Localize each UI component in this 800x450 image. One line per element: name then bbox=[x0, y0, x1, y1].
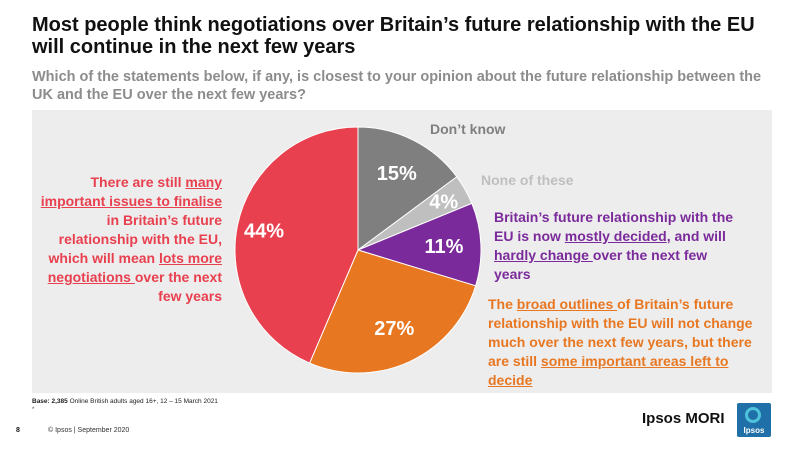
slice-value-label: 4% bbox=[429, 192, 458, 214]
label-dont-know: Don’t know bbox=[430, 121, 506, 137]
page-title: Most people think negotiations over Brit… bbox=[32, 14, 755, 58]
slice-value-label: 27% bbox=[374, 318, 414, 340]
label-none-of-these: None of these bbox=[481, 172, 574, 188]
slice-lots-more-negotiations bbox=[234, 126, 359, 364]
label-lots-more-negotiations: There are still many important issues to… bbox=[40, 174, 222, 304]
label-mostly-decided: Britain’s future relationship with the E… bbox=[494, 209, 734, 282]
page-subtitle: Which of the statements below, if any, i… bbox=[32, 69, 762, 103]
ipsos-logo-icon: Ipsos bbox=[737, 403, 771, 437]
slice-value-label: 15% bbox=[377, 163, 417, 185]
slice-value-label: 11% bbox=[425, 236, 464, 258]
page-number: 8 bbox=[16, 427, 20, 434]
label-broad-outlines: The broad outlines of Britain’s future r… bbox=[488, 296, 753, 388]
slice-broad-outlines bbox=[308, 249, 477, 374]
slice-dont-know bbox=[357, 126, 458, 251]
copyright: © Ipsos | September 2020 bbox=[48, 427, 130, 434]
slice-mostly-decided bbox=[356, 202, 482, 287]
base-note: Base: 2,385 Online British adults aged 1… bbox=[32, 398, 218, 405]
brand-name: Ipsos MORI bbox=[642, 410, 725, 427]
footnote-star: * bbox=[32, 407, 35, 413]
slice-value-label: 44% bbox=[244, 221, 284, 243]
